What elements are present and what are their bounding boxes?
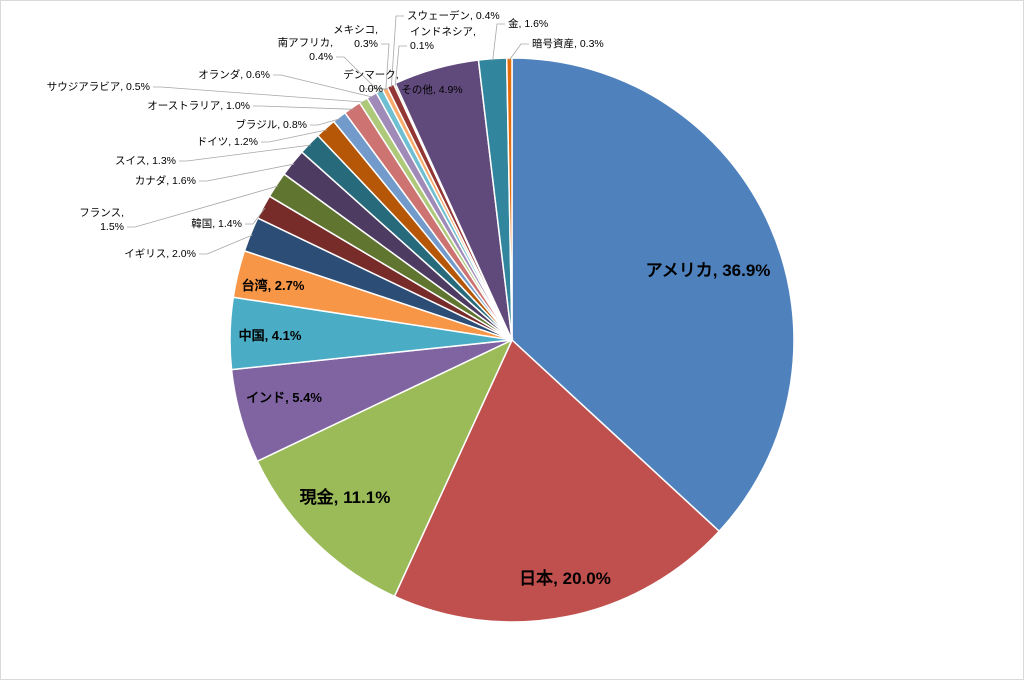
leader-line-slice-11 [261,129,328,143]
data-label-slice-22: 金, 1.6% [508,17,548,30]
leader-line-slice-6 [199,234,253,255]
data-label-slice-3: インド, 5.4% [246,390,322,405]
data-label-slice-23: 暗号資産, 0.3% [532,37,604,50]
data-label-slice-0: アメリカ, 36.9% [646,261,771,280]
pie-slice-23 [505,57,513,341]
leader-line-slice-16 [336,56,381,94]
leader-line-slice-14 [153,86,365,103]
data-label-slice-2: 現金, 11.1% [300,487,391,507]
data-label-slice-19: スウェーデン, 0.4% [407,9,500,22]
leader-line-slice-13 [253,105,354,110]
leader-line-slice-23 [509,43,529,61]
leader-line-slice-9 [199,163,295,182]
leader-line-slice-19 [390,15,404,88]
leader-line-slice-12 [310,118,341,126]
data-label-slice-17: メキシコ, 0.3% [333,24,378,50]
data-label-slice-4: 中国, 4.1% [239,328,302,343]
pie-slice-2 [256,338,514,598]
data-label-slice-16: 南アフリカ, 0.4% [278,36,333,63]
data-label-slice-1: 日本, 20.0% [519,568,611,588]
leader-line-slice-7 [245,207,266,225]
leader-line-slice-8 [127,185,279,228]
data-label-slice-18: デンマーク, 0.0% [343,68,398,95]
pie-slice-0 [511,57,795,533]
data-label-slice-5: 台湾, 2.7% [242,278,305,293]
data-label-slice-11: ドイツ, 1.2% [197,136,258,148]
data-label-slice-6: イギリス, 2.0% [124,248,196,260]
leader-line-slice-15 [273,74,373,98]
leader-line-slice-10 [179,144,312,162]
data-label-slice-10: スイス, 1.3% [115,155,176,167]
pie-slice-1 [393,338,721,623]
data-label-slice-15: オランダ, 0.6% [198,68,270,81]
leader-line-slice-22 [492,23,505,61]
data-label-slice-7: 韓国, 1.4% [191,218,242,230]
leader-line-slice-17 [381,43,390,91]
data-label-slice-8: フランス, 1.5% [79,207,124,233]
data-label-slice-9: カナダ, 1.6% [135,174,196,187]
data-label-slice-12: ブラジル, 0.8% [235,118,307,131]
leader-line-slice-20 [394,45,407,86]
data-label-slice-21: その他, 4.9% [401,83,462,96]
data-label-slice-14: サウジアラビア, 0.5% [47,81,150,93]
data-label-slice-20: インドネシア, 0.1% [410,26,476,52]
data-label-slice-13: オーストラリア, 1.0% [147,100,250,112]
